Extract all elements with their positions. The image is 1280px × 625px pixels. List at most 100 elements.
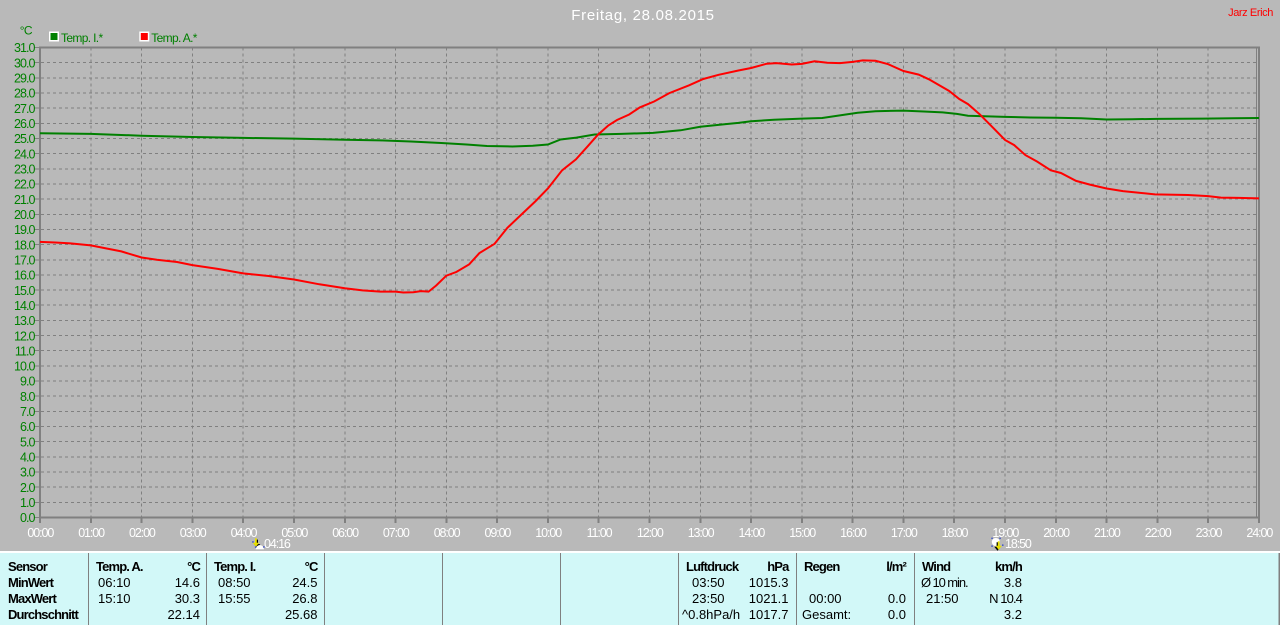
svg-text:Temp. A.*: Temp. A.* [151,31,197,45]
svg-text:hPa: hPa [767,559,790,574]
svg-text:16.0: 16.0 [14,269,36,283]
svg-text:14:00: 14:00 [739,526,766,540]
svg-text:19:00: 19:00 [992,526,1019,540]
svg-text:15:55: 15:55 [218,591,251,606]
svg-text:3.0: 3.0 [20,466,36,480]
svg-text:17:00: 17:00 [891,526,918,540]
svg-text:07:00: 07:00 [383,526,410,540]
svg-text:18.0: 18.0 [14,238,36,252]
svg-text:03:50: 03:50 [692,575,725,590]
svg-text:04:00: 04:00 [231,526,258,540]
svg-text:00:00: 00:00 [809,591,842,606]
svg-text:24.0: 24.0 [14,147,36,161]
svg-text:05:00: 05:00 [281,526,308,540]
svg-text:14.0: 14.0 [14,299,36,313]
svg-text:25.0: 25.0 [14,132,36,146]
svg-text:0.0: 0.0 [888,591,906,606]
svg-text:Temp. I.*: Temp. I.* [61,31,103,45]
svg-text:9.0: 9.0 [20,375,36,389]
svg-text:0.0: 0.0 [888,607,906,622]
svg-text:1015.3: 1015.3 [749,575,789,590]
svg-text:8.0: 8.0 [20,390,36,404]
svg-text:00:00: 00:00 [27,526,54,540]
svg-text:28.0: 28.0 [14,87,36,101]
svg-text:18:50: 18:50 [1005,537,1032,551]
svg-text:Ø 10 min.: Ø 10 min. [921,575,968,590]
svg-text:Temp. I.: Temp. I. [214,559,256,574]
svg-text:15.0: 15.0 [14,284,36,298]
svg-text:23:50: 23:50 [692,591,725,606]
svg-text:01:00: 01:00 [78,526,105,540]
svg-text:14.6: 14.6 [175,575,200,590]
svg-text:Durchschnitt: Durchschnitt [8,607,79,622]
svg-text:06:00: 06:00 [332,526,359,540]
svg-text:2.0: 2.0 [20,481,36,495]
svg-text:^0.8hPa/h: ^0.8hPa/h [682,607,740,622]
svg-text:21:50: 21:50 [926,591,959,606]
svg-text:7.0: 7.0 [20,405,36,419]
svg-text:Freitag, 28.08.2015: Freitag, 28.08.2015 [571,7,714,24]
svg-text:4.0: 4.0 [20,451,36,465]
svg-text:15:10: 15:10 [98,591,131,606]
svg-text:06:10: 06:10 [98,575,131,590]
svg-text:24:00: 24:00 [1246,526,1273,540]
svg-text:°C: °C [20,24,33,38]
svg-text:Jarz Erich: Jarz Erich [1228,7,1273,19]
svg-text:26.8: 26.8 [292,591,317,606]
svg-text:12:00: 12:00 [637,526,664,540]
svg-text:11:00: 11:00 [587,526,613,540]
svg-text:3.8: 3.8 [1004,575,1022,590]
svg-text:MaxWert: MaxWert [8,591,58,606]
svg-text:1.0: 1.0 [20,496,36,510]
svg-text:25.68: 25.68 [285,607,318,622]
svg-text:26.0: 26.0 [14,117,36,131]
svg-text:13:00: 13:00 [688,526,715,540]
svg-text:20:00: 20:00 [1043,526,1070,540]
svg-text:02:00: 02:00 [129,526,156,540]
svg-text:11.0: 11.0 [15,344,36,358]
svg-text:27.0: 27.0 [14,102,36,116]
svg-text:21:00: 21:00 [1094,526,1121,540]
svg-text:15:00: 15:00 [789,526,816,540]
svg-text:08:50: 08:50 [218,575,251,590]
svg-text:03:00: 03:00 [180,526,207,540]
svg-text:N 10.4: N 10.4 [989,591,1023,606]
svg-text:09:00: 09:00 [485,526,512,540]
svg-text:Gesamt:: Gesamt: [802,607,851,622]
svg-text:1021.1: 1021.1 [749,591,789,606]
svg-text:30.3: 30.3 [175,591,200,606]
svg-text:13.0: 13.0 [14,314,36,328]
svg-text:Luftdruck: Luftdruck [686,559,740,574]
svg-text:1017.7: 1017.7 [749,607,789,622]
svg-text:04:16: 04:16 [264,537,291,551]
svg-text:20.0: 20.0 [14,208,36,222]
svg-text:29.0: 29.0 [14,72,36,86]
svg-text:Temp. A.: Temp. A. [96,559,143,574]
svg-text:l/m²: l/m² [886,559,907,574]
svg-text:km/h: km/h [995,559,1023,574]
svg-text:Regen: Regen [804,559,840,574]
svg-text:5.0: 5.0 [20,435,36,449]
svg-text:3.2: 3.2 [1004,607,1022,622]
svg-text:22:00: 22:00 [1145,526,1172,540]
svg-text:°C: °C [305,559,319,574]
svg-text:0.0: 0.0 [20,511,36,525]
svg-text:19.0: 19.0 [14,223,36,237]
svg-text:18:00: 18:00 [942,526,969,540]
svg-text:08:00: 08:00 [434,526,461,540]
svg-text:MinWert: MinWert [8,575,55,590]
svg-text:Sensor: Sensor [8,559,48,574]
svg-text:23.0: 23.0 [14,163,36,177]
svg-text:22.14: 22.14 [167,607,200,622]
svg-text:31.0: 31.0 [14,41,36,55]
svg-text:12.0: 12.0 [14,329,36,343]
svg-text:24.5: 24.5 [292,575,317,590]
svg-text:16:00: 16:00 [840,526,867,540]
svg-text:22.0: 22.0 [14,178,36,192]
svg-text:6.0: 6.0 [20,420,36,434]
svg-text:Wind: Wind [922,559,951,574]
svg-text:17.0: 17.0 [14,254,36,268]
svg-text:10:00: 10:00 [535,526,562,540]
svg-text:23:00: 23:00 [1196,526,1223,540]
svg-text:°C: °C [187,559,201,574]
